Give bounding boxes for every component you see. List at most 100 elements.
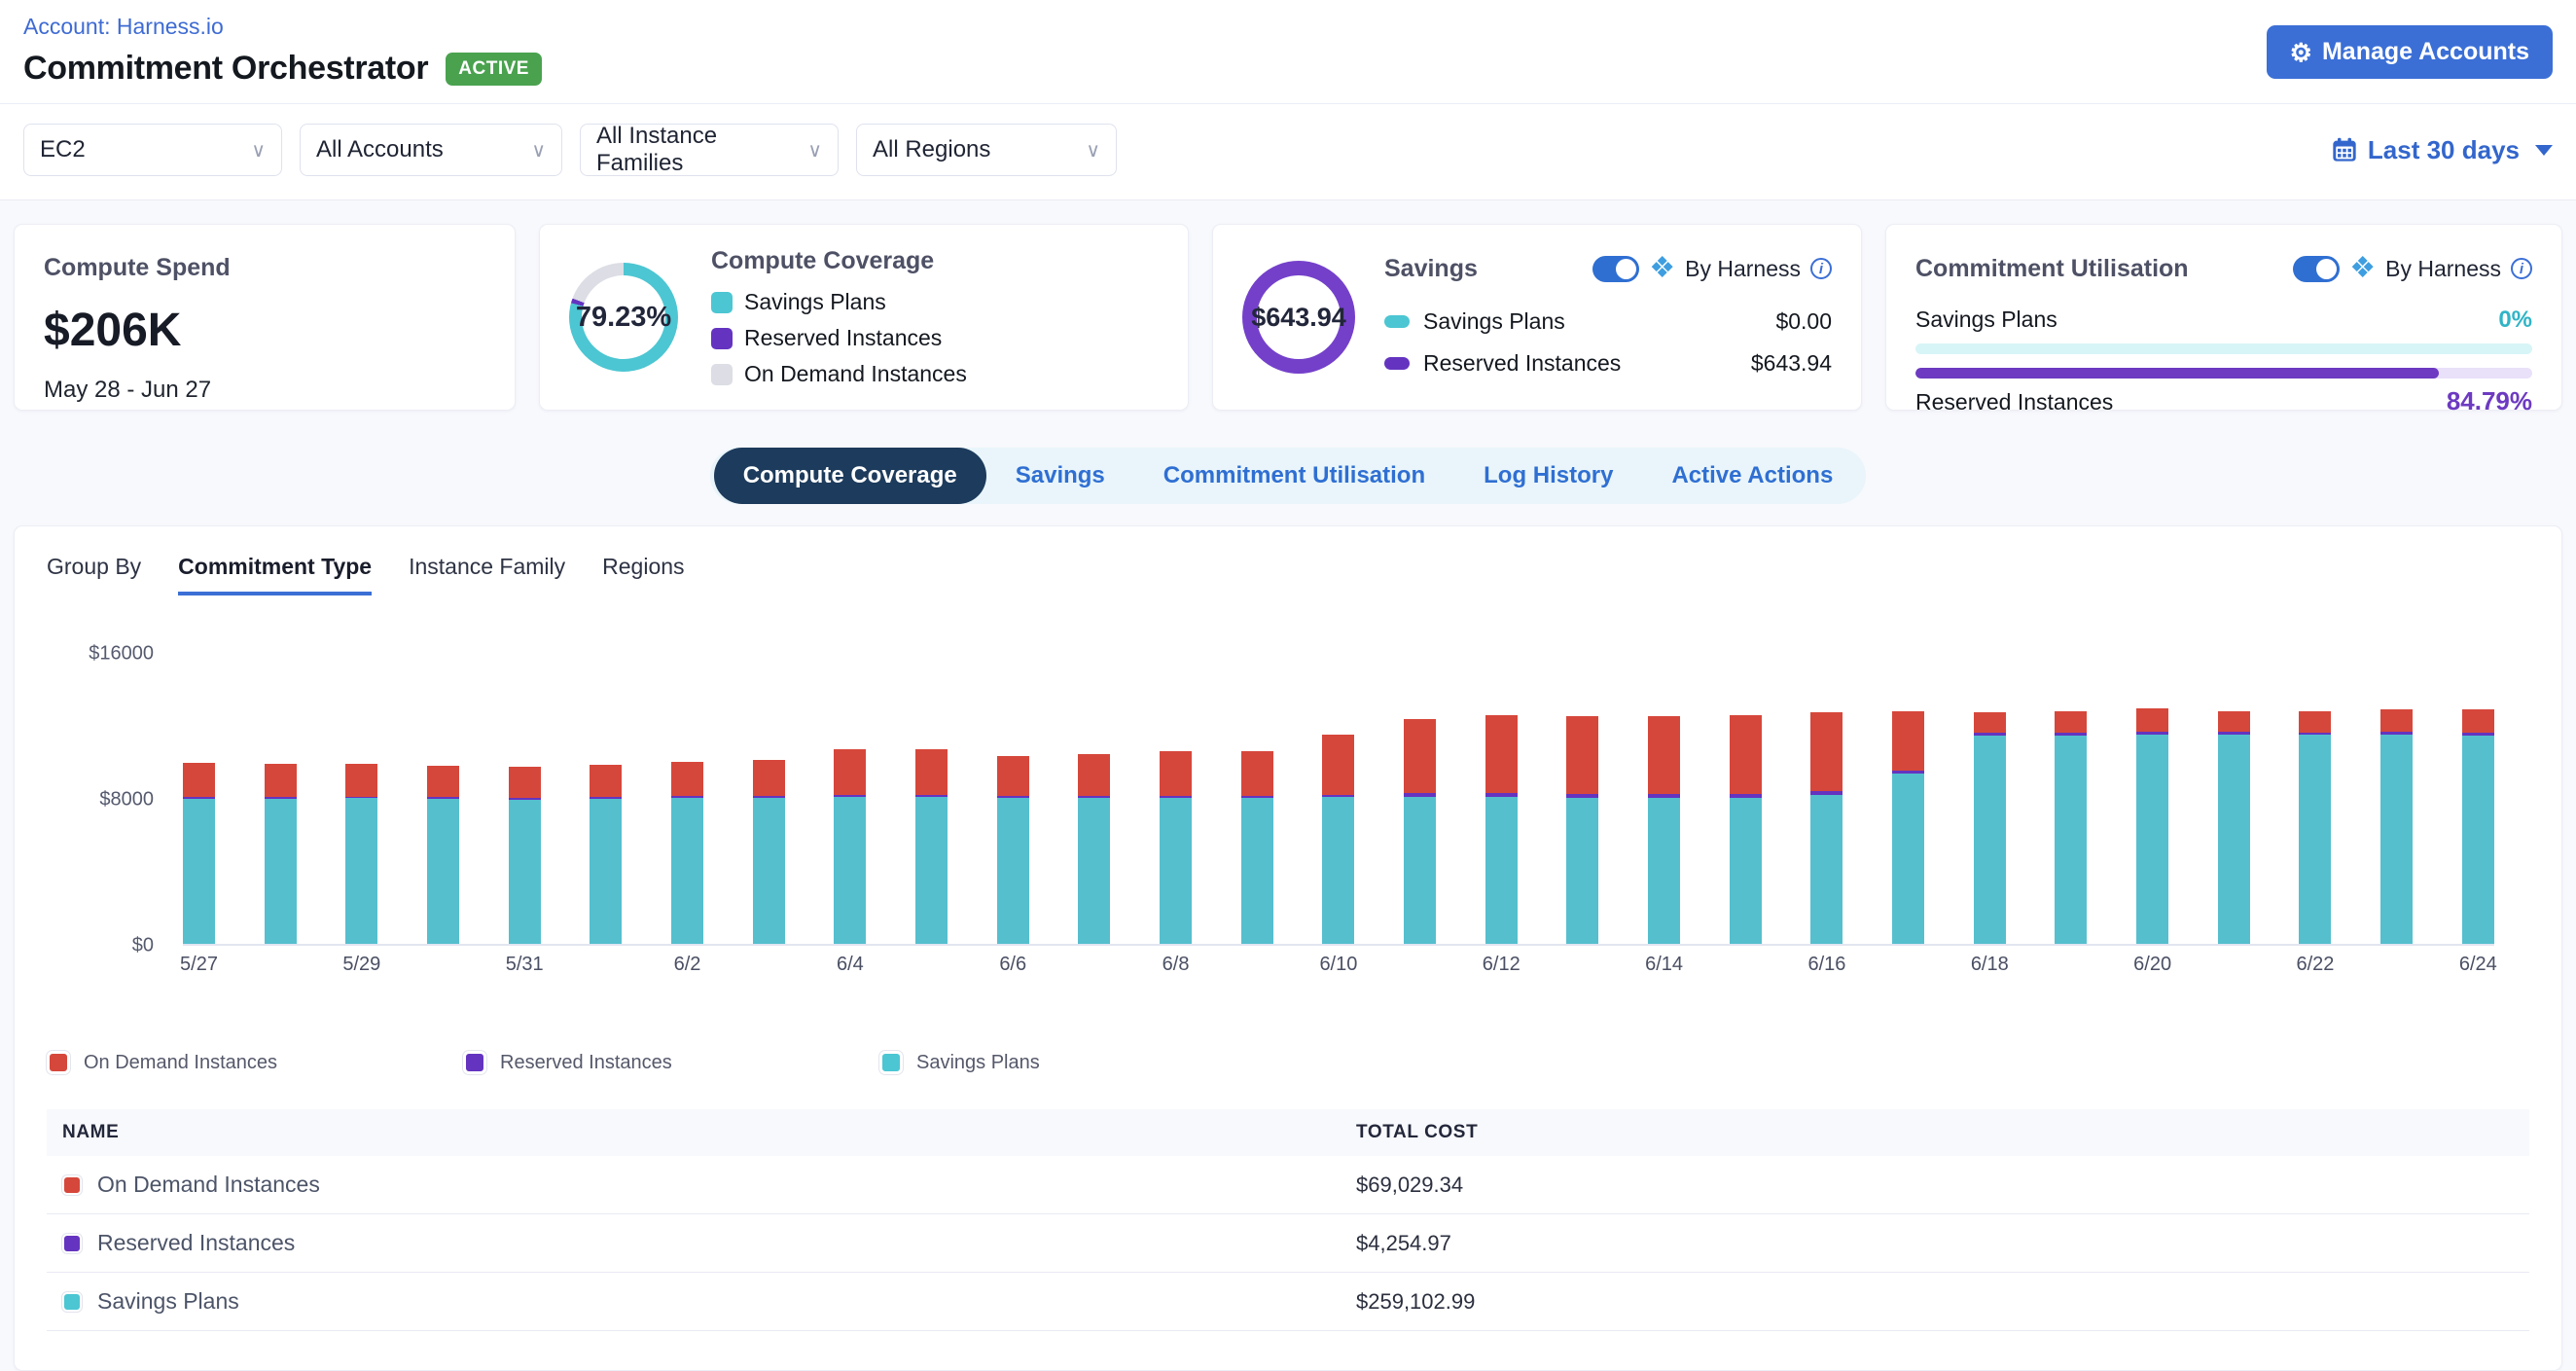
bar-6/10[interactable]: 6/10 <box>1319 654 1357 975</box>
date-range-picker[interactable]: Last 30 days <box>2331 135 2553 165</box>
bar-6/9[interactable] <box>1240 654 1273 944</box>
group-by-regions[interactable]: Regions <box>602 554 685 579</box>
bar-6/14[interactable]: 6/14 <box>1645 654 1683 975</box>
bar-segment-on-demand-instances <box>1892 710 1925 772</box>
chart-plot-area: 5/27 5/29 5/31 6/2 6/4 6/6 6/8 6/10 6/12 6/14 6/16… <box>180 654 2497 975</box>
bar-6/12[interactable]: 6/12 <box>1483 654 1521 975</box>
bar-segment-savings-plans <box>427 798 460 944</box>
bar-6/23[interactable] <box>2380 654 2414 944</box>
bar-6/1[interactable] <box>590 654 623 944</box>
bar-segment-on-demand-instances <box>2217 710 2250 733</box>
tab-savings[interactable]: Savings <box>1015 462 1105 488</box>
chart-legend-label: Savings Plans <box>916 1051 1040 1073</box>
bar-segment-on-demand-instances <box>2461 709 2494 733</box>
manage-accounts-button[interactable]: ⚙ Manage Accounts <box>2266 25 2553 79</box>
top-header: Account: Harness.io Commitment Orchestra… <box>0 0 2576 104</box>
bar-segment-reserved-instances <box>834 795 867 798</box>
bar-6/7[interactable] <box>1078 654 1111 944</box>
tab-compute-coverage[interactable]: Compute Coverage <box>713 448 986 504</box>
reserved-instances-swatch <box>1384 357 1410 370</box>
bar-segment-reserved-instances <box>183 797 215 799</box>
savings-row-value: $643.94 <box>1750 350 1832 376</box>
bar-segment-reserved-instances <box>2055 732 2088 736</box>
bar-6/3[interactable] <box>752 654 785 944</box>
bar-6/18[interactable]: 6/18 <box>1971 654 2009 975</box>
tab-commitment-utilisation[interactable]: Commitment Utilisation <box>1163 462 1426 488</box>
table-row[interactable]: Savings Plans $259,102.99 <box>47 1273 2529 1331</box>
table-header: NAME TOTAL COST <box>47 1109 2529 1156</box>
bar-segment-on-demand-instances <box>1078 754 1111 796</box>
bar-6/4[interactable]: 6/4 <box>834 654 867 975</box>
bar-6/20[interactable]: 6/20 <box>2133 654 2171 975</box>
row-name: Reserved Instances <box>97 1230 296 1255</box>
regions-dropdown[interactable]: All Regions ∨ <box>856 124 1117 176</box>
instance-families-dropdown[interactable]: All Instance Families ∨ <box>580 123 839 176</box>
bar-6/2[interactable]: 6/2 <box>671 654 704 975</box>
bar-segment-savings-plans <box>2299 735 2332 944</box>
bar-segment-reserved-instances <box>996 795 1029 798</box>
bar-segment-on-demand-instances <box>1404 719 1437 794</box>
coverage-percent: 79.23% <box>576 275 671 359</box>
group-by-instance-family[interactable]: Instance Family <box>409 554 566 579</box>
bar-6/5[interactable] <box>915 654 948 944</box>
info-icon[interactable]: i <box>2511 258 2532 279</box>
bar-segment-reserved-instances <box>1810 791 1843 795</box>
bar-5/28[interactable] <box>264 654 297 944</box>
gear-icon: ⚙ <box>2289 37 2312 67</box>
coverage-donut-chart: 79.23% <box>569 263 678 372</box>
bar-6/21[interactable] <box>2217 654 2250 944</box>
row-name: On Demand Instances <box>97 1172 320 1197</box>
coverage-stacked-bar-chart: $0 $8000 $16000 5/27 5/29 5/31 6/2 6/4 6/6 6/8 6/… <box>47 643 2529 996</box>
bar-segment-savings-plans <box>508 799 541 944</box>
bar-segment-savings-plans <box>1648 798 1681 944</box>
bar-6/6[interactable]: 6/6 <box>996 654 1029 975</box>
bar-segment-reserved-instances <box>2217 732 2250 735</box>
compute-spend-card: Compute Spend $206K May 28 - Jun 27 <box>14 224 516 411</box>
bar-6/24[interactable]: 6/24 <box>2459 654 2497 975</box>
group-by-commitment-type[interactable]: Commitment Type <box>178 554 373 595</box>
chart-legend-item: On Demand Instances <box>47 1051 463 1074</box>
tab-active-actions[interactable]: Active Actions <box>1671 462 1834 488</box>
bar-segment-on-demand-instances <box>590 764 623 798</box>
table-row[interactable]: Reserved Instances $4,254.97 <box>47 1214 2529 1273</box>
chevron-down-icon: ∨ <box>251 139 266 162</box>
manage-accounts-label: Manage Accounts <box>2321 38 2529 65</box>
by-harness-toggle[interactable] <box>2293 255 2341 282</box>
bar-5/30[interactable] <box>427 654 460 944</box>
x-tick-label: 6/6 <box>999 954 1027 975</box>
bar-segment-savings-plans <box>345 798 378 944</box>
service-dropdown[interactable]: EC2 ∨ <box>23 124 282 176</box>
bar-segment-on-demand-instances <box>2055 710 2088 733</box>
bar-segment-savings-plans <box>1892 774 1925 944</box>
bar-segment-on-demand-instances <box>996 756 1029 796</box>
bar-6/16[interactable]: 6/16 <box>1807 654 1845 975</box>
info-icon[interactable]: i <box>1810 258 1832 279</box>
bar-6/11[interactable] <box>1404 654 1437 944</box>
x-tick-label: 5/29 <box>342 954 381 975</box>
bar-segment-reserved-instances <box>2299 732 2332 736</box>
savings-row-label: Savings Plans <box>1423 308 1565 334</box>
accounts-dropdown[interactable]: All Accounts ∨ <box>300 124 562 176</box>
chart-legend-label: Reserved Instances <box>500 1051 672 1073</box>
tab-log-history[interactable]: Log History <box>1484 462 1614 488</box>
bar-6/15[interactable] <box>1729 654 1762 944</box>
by-harness-toggle[interactable] <box>1592 255 1640 282</box>
bar-segment-reserved-instances <box>2136 732 2169 736</box>
table-row[interactable]: On Demand Instances $69,029.34 <box>47 1156 2529 1214</box>
bar-5/27[interactable]: 5/27 <box>180 654 218 975</box>
bar-segment-on-demand-instances <box>671 761 704 796</box>
bar-6/8[interactable]: 6/8 <box>1160 654 1193 975</box>
x-tick-label: 6/22 <box>2296 954 2335 975</box>
x-tick-label: 6/18 <box>1970 954 2009 975</box>
bar-segment-savings-plans <box>2136 735 2169 944</box>
bar-6/19[interactable] <box>2055 654 2088 944</box>
bar-5/29[interactable]: 5/29 <box>342 654 380 975</box>
savings-plans-utilisation-label: Savings Plans <box>1915 307 2057 332</box>
account-breadcrumb-link[interactable]: Account: Harness.io <box>23 14 224 39</box>
legend-item: Reserved Instances <box>711 325 967 351</box>
bar-6/17[interactable] <box>1892 654 1925 944</box>
bar-segment-reserved-instances <box>1973 733 2006 737</box>
bar-5/31[interactable]: 5/31 <box>506 654 544 975</box>
bar-6/22[interactable]: 6/22 <box>2297 654 2334 975</box>
bar-6/13[interactable] <box>1566 654 1599 944</box>
